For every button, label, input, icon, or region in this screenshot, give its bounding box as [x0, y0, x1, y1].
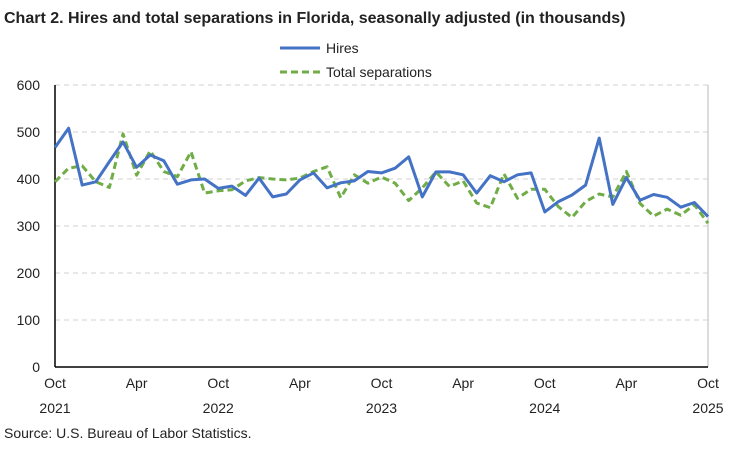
legend: Hires Total separations: [280, 40, 432, 80]
y-tick-label: 0: [32, 359, 40, 375]
y-axis-ticks: 0 100 200 300 400 500 600: [17, 77, 41, 375]
source-note: Source: U.S. Bureau of Labor Statistics.: [4, 425, 251, 441]
x-tick-month: Oct: [44, 375, 66, 391]
x-tick-month: Oct: [371, 375, 393, 391]
chart-title: Chart 2. Hires and total separations in …: [4, 10, 625, 27]
x-tick-month: Apr: [615, 375, 637, 391]
legend-label-hires: Hires: [326, 40, 359, 56]
x-tick-month: Apr: [452, 375, 474, 391]
y-tick-label: 100: [17, 312, 41, 328]
x-tick-month: Oct: [697, 375, 719, 391]
x-tick-month: Apr: [289, 375, 311, 391]
series-line-total-separations: [53, 132, 710, 225]
x-tick-month: Apr: [126, 375, 148, 391]
y-tick-label: 300: [17, 218, 41, 234]
series-line-hires: [53, 126, 710, 218]
x-tick-month: Oct: [534, 375, 556, 391]
legend-label-total-separations: Total separations: [326, 64, 432, 80]
x-tick-year: 2025: [692, 400, 723, 416]
series-lines: [53, 126, 710, 225]
y-tick-label: 200: [17, 265, 41, 281]
y-tick-label: 500: [17, 124, 41, 140]
x-axis-ticks: Oct 2021 Apr Oct 2022 Apr Oct 2023 Apr Oct 2024 Apr…: [39, 375, 723, 416]
x-tick-year: 2023: [366, 400, 397, 416]
y-tick-label: 400: [17, 171, 41, 187]
x-tick-year: 2024: [529, 400, 560, 416]
y-tick-label: 600: [17, 77, 41, 93]
x-tick-year: 2021: [39, 400, 70, 416]
x-tick-month: Oct: [207, 375, 229, 391]
gridlines: [54, 84, 709, 368]
x-tick-year: 2022: [203, 400, 234, 416]
